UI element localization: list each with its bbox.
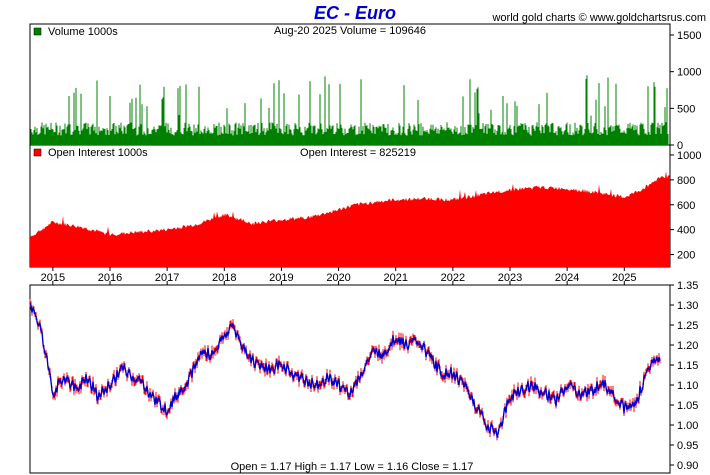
open-interest-axis-tick-label: 400 [677,225,695,237]
price-panel [29,284,671,474]
price-axis-tick-label: 1.10 [677,380,698,392]
ohlc-readout: Open = 1.17 High = 1.17 Low = 1.16 Close… [231,461,474,473]
year-tick-label: 2018 [212,272,236,284]
price-axis-tick-label: 1.15 [677,360,698,372]
year-tick-label: 2020 [326,272,350,284]
open-interest-legend: Open Interest 1000s [48,147,148,159]
year-tick-label: 2019 [269,272,293,284]
price-axis-tick-label: 1.00 [677,420,698,432]
open-interest-fill [30,171,670,267]
volume-legend-swatch [33,27,42,36]
volume-legend: Volume 1000s [48,26,118,38]
chart-title: EC - Euro [314,3,396,23]
year-tick-label: 2022 [441,272,465,284]
open-interest-area [30,171,670,267]
price-axis-tick-label: 1.30 [677,300,698,312]
price-axis-tick-label: 0.90 [677,460,698,472]
volume-axis-tick-label: 1000 [677,67,701,79]
open-interest-readout: Open Interest = 825219 [300,147,416,159]
axes: 0 500 1000 1500 200 400 600 800 1000 0.90 0.95 1.00… [670,30,701,472]
year-tick-label: 2024 [555,272,579,284]
price-axis-tick-label: 1.20 [677,340,698,352]
volume-bars [30,75,669,145]
volume-axis-tick-label: 1500 [677,30,701,42]
price-axis-tick-label: 1.35 [677,280,698,292]
price-axis-tick-label: 1.05 [677,400,698,412]
price-line [29,302,661,439]
year-tick-label: 2023 [498,272,522,284]
open-interest-axis-tick-label: 600 [677,200,695,212]
year-tick-label: 2016 [98,272,122,284]
open-interest-legend-swatch [33,148,42,157]
price-series [29,298,661,441]
price-axis-tick-label: 1.25 [677,320,698,332]
volume-axis-tick-label: 500 [677,103,695,115]
open-interest-axis-tick-label: 800 [677,175,695,187]
year-tick-label: 2015 [41,272,65,284]
open-interest-axis-tick-label: 200 [677,250,695,262]
volume-bar-series [30,75,669,145]
year-tick-label: 2025 [612,272,636,284]
year-tick-label: 2021 [383,272,407,284]
site-credit: world gold charts © www.goldchartsrus.co… [491,12,706,24]
volume-axis-tick-label: 0 [677,140,683,152]
price-axis-tick-label: 0.95 [677,440,698,452]
volume-readout: Aug-20 2025 Volume = 109646 [274,25,426,37]
open-interest-axis-tick-label: 1000 [677,150,701,162]
year-tick-label: 2017 [155,272,179,284]
volume-panel [29,23,671,146]
year-axis: 2015 2016 2017 2018 2019 2020 2021 2022 2023 2024… [41,267,637,285]
